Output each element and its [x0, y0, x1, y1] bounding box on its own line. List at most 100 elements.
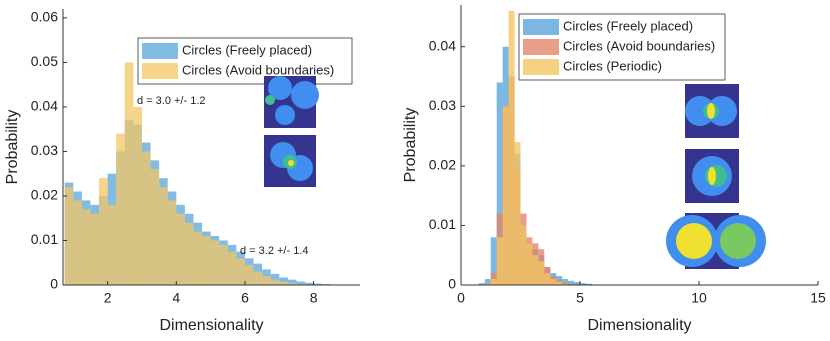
bar [236, 258, 245, 285]
legend-label: Circles (Avoid boundaries) [182, 62, 334, 77]
x-tick-label: 15 [810, 290, 826, 306]
bar [107, 204, 117, 285]
bar [490, 237, 497, 285]
x-axis-label: Dimensionality [587, 317, 691, 334]
x-tick-label: 2 [104, 290, 112, 306]
legend-swatch [523, 19, 559, 35]
bar [508, 10, 515, 285]
legend-swatch [523, 39, 559, 55]
y-tick-label: 0.02 [31, 187, 58, 203]
bar [81, 209, 91, 285]
bar [496, 237, 503, 285]
bar [544, 273, 551, 285]
bar [219, 244, 228, 285]
bar [159, 187, 168, 285]
bar [562, 283, 569, 285]
legend-label: Circles (Periodic) [563, 58, 662, 73]
x-tick-label: 10 [691, 290, 707, 306]
bar [574, 282, 580, 285]
bar [490, 279, 497, 285]
y-tick-label: 0.03 [31, 142, 58, 158]
legend-label: Circles (Freely placed) [563, 18, 693, 33]
bar [227, 251, 237, 285]
legend-swatch [523, 59, 559, 75]
legend-swatch [142, 63, 178, 79]
bar [210, 240, 220, 285]
y-tick-label: 0 [50, 276, 58, 292]
annotation: d = 3.2 +/- 1.4 [240, 245, 309, 257]
bar [270, 273, 280, 285]
y-tick-label: 0.01 [31, 231, 58, 247]
bar [244, 264, 254, 285]
y-tick-label: 0.04 [429, 37, 456, 53]
x-tick-label: 5 [576, 290, 584, 306]
bar [514, 142, 521, 285]
x-tick-label: 4 [172, 290, 180, 306]
x-tick-label: 0 [457, 290, 465, 306]
bar [270, 279, 280, 285]
inset-left-2 [264, 135, 316, 187]
y-tick-label: 0.02 [429, 157, 456, 173]
legend-label: Circles (Avoid boundaries) [563, 38, 715, 53]
inset-right-1 [685, 84, 739, 138]
bar [287, 283, 297, 285]
inset-right-3 [666, 213, 766, 269]
bar [202, 236, 211, 285]
bar [184, 222, 194, 285]
bar [279, 281, 288, 285]
bar [502, 106, 509, 285]
y-axis-label: Probability [4, 110, 21, 185]
bar [585, 283, 592, 285]
bar [90, 213, 100, 285]
y-tick-label: 0.01 [429, 216, 456, 232]
bar [141, 151, 151, 285]
bar [478, 283, 485, 285]
bar [496, 82, 503, 285]
bar [193, 231, 203, 285]
bar [556, 282, 563, 285]
bar [305, 282, 314, 285]
bar [538, 261, 545, 285]
y-tick-label: 0 [448, 276, 456, 292]
bar [568, 283, 575, 285]
bar [526, 243, 533, 285]
bar [124, 62, 134, 285]
y-tick-label: 0.06 [31, 9, 58, 25]
legend-label: Circles (Freely placed) [182, 42, 312, 57]
annotation: d = 3.0 +/- 1.2 [137, 95, 206, 107]
bar [73, 200, 82, 285]
bar [116, 133, 125, 285]
y-tick-label: 0.05 [31, 53, 58, 69]
bar [150, 169, 160, 285]
y-tick-label: 0.04 [31, 98, 58, 114]
inset-right-2 [685, 149, 739, 203]
bar [550, 279, 557, 285]
x-axis-label: Dimensionality [159, 317, 263, 334]
y-tick-label: 0.03 [429, 97, 456, 113]
legend-swatch [142, 43, 178, 59]
x-tick-label: 6 [241, 290, 249, 306]
bar [167, 200, 177, 285]
bar [484, 279, 491, 285]
bar [568, 280, 575, 285]
y-axis-label: Probability [402, 108, 419, 183]
bar [562, 279, 569, 285]
bar [253, 271, 263, 285]
bar [279, 277, 288, 285]
bar [580, 283, 586, 285]
bar [532, 255, 539, 285]
bar [99, 178, 108, 285]
bar [64, 187, 74, 285]
bar [484, 283, 491, 285]
inset-left-1 [264, 76, 319, 128]
bar [287, 279, 297, 285]
bar [520, 225, 527, 285]
bar [176, 213, 185, 285]
x-tick-label: 8 [310, 290, 318, 306]
bar [133, 106, 142, 285]
bar [313, 283, 323, 285]
bar [296, 281, 306, 285]
bar [262, 276, 271, 285]
